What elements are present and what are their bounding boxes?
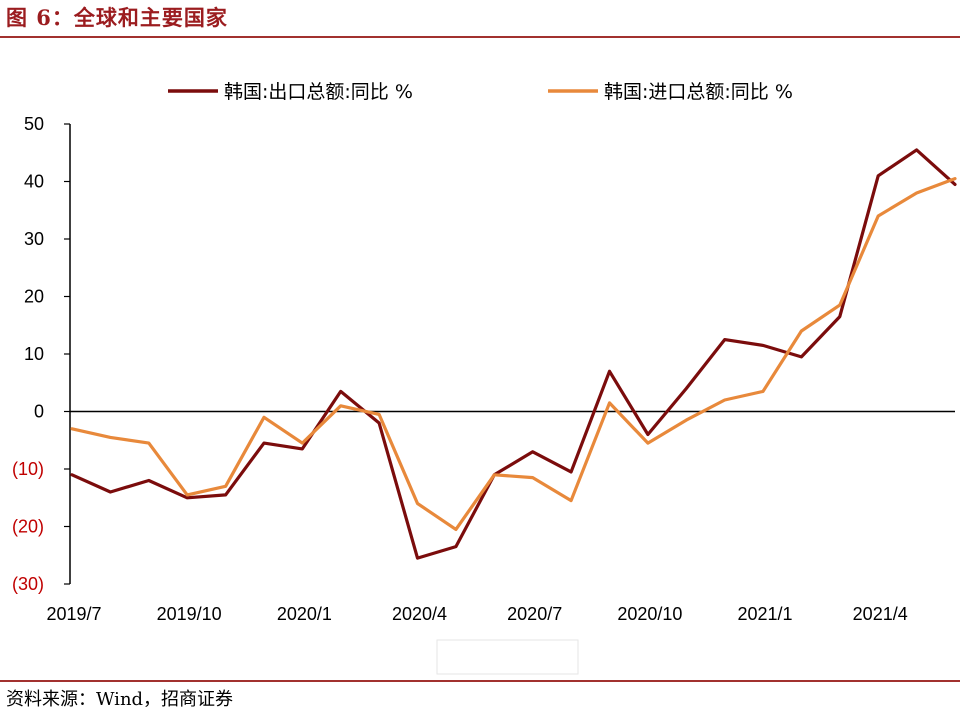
series-line-1 <box>70 148 957 560</box>
legend-item-1: 韩国:出口总额:同比 % <box>168 81 413 103</box>
y-tick-label: (20) <box>12 517 44 537</box>
y-tick-label: (30) <box>12 574 44 594</box>
x-tick-label: 2020/1 <box>277 604 332 624</box>
y-tick-label: 30 <box>24 229 44 249</box>
y-tick-label: 20 <box>24 287 44 307</box>
series-lines <box>70 148 957 560</box>
y-tick-label: (10) <box>12 459 44 479</box>
legend: 韩国:出口总额:同比 % 韩国:进口总额:同比 % <box>168 81 793 103</box>
legend-label: 韩国:进口总额:同比 % <box>604 81 793 103</box>
blank-box <box>436 639 579 675</box>
line-chart: 韩国:出口总额:同比 % 韩国:进口总额:同比 % 50 40 30 20 10 0 (10)… <box>12 81 957 675</box>
x-tick-label: 2020/7 <box>507 604 562 624</box>
y-tick-label: 40 <box>24 172 44 192</box>
y-axis: 50 40 30 20 10 0 (10) (20) (30) <box>12 114 71 594</box>
x-tick-label: 2021/1 <box>738 604 793 624</box>
x-tick-label: 2020/4 <box>392 604 447 624</box>
y-tick-label: 10 <box>24 344 44 364</box>
legend-item-2: 韩国:进口总额:同比 % <box>548 81 793 103</box>
y-tick-label: 50 <box>24 114 44 134</box>
source-note: 资料来源：Wind，招商证券 <box>6 689 234 710</box>
y-tick-label: 0 <box>34 402 44 422</box>
top-rule <box>0 36 960 38</box>
x-tick-label: 2019/10 <box>157 604 222 624</box>
x-axis: 2019/7 2019/10 2020/1 2020/4 2020/7 2020/10 20… <box>46 410 955 675</box>
x-tick-label: 2019/7 <box>46 604 101 624</box>
figure-title: 图 6：全球和主要国家 <box>6 5 228 30</box>
legend-label: 韩国:出口总额:同比 % <box>224 81 413 103</box>
x-tick-label: 2021/4 <box>853 604 908 624</box>
bottom-rule <box>0 680 960 682</box>
series-line-2 <box>70 177 957 532</box>
x-tick-label: 2020/10 <box>617 604 682 624</box>
